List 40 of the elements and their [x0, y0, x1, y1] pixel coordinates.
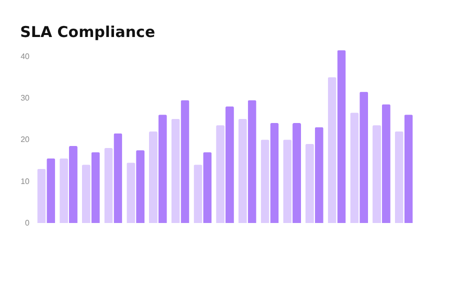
bar	[260, 140, 270, 223]
bar	[404, 114, 413, 223]
bar	[372, 125, 381, 223]
bar	[158, 114, 167, 223]
bar	[104, 148, 113, 223]
bar	[328, 77, 336, 223]
bar	[350, 112, 359, 223]
bar	[203, 152, 212, 223]
y-tick-label: 0	[25, 218, 30, 228]
chart-title: SLA Compliance	[20, 23, 156, 41]
bar	[171, 118, 180, 223]
bar	[46, 158, 56, 223]
bar	[126, 162, 136, 223]
bar	[314, 127, 324, 223]
bar	[91, 152, 100, 223]
bar	[270, 123, 279, 223]
bar	[382, 104, 390, 223]
bar	[180, 100, 190, 223]
y-tick-label: 20	[20, 135, 30, 144]
bar	[194, 164, 202, 223]
bar	[292, 123, 301, 223]
bar	[216, 125, 225, 223]
bar	[60, 158, 68, 223]
bar	[149, 131, 158, 223]
bar	[114, 133, 122, 223]
bar	[136, 150, 145, 223]
y-tick-label: 40	[20, 52, 30, 61]
bar	[225, 106, 234, 223]
bar	[337, 50, 346, 223]
bar	[283, 140, 292, 223]
bar	[238, 118, 247, 223]
bar	[69, 146, 78, 223]
bar	[305, 144, 314, 223]
bar	[248, 100, 256, 223]
bar	[82, 164, 90, 223]
bar	[360, 92, 368, 223]
y-tick-label: 10	[20, 176, 30, 186]
bar	[394, 131, 404, 223]
bar	[37, 168, 46, 223]
y-tick-label: 30	[20, 94, 30, 102]
